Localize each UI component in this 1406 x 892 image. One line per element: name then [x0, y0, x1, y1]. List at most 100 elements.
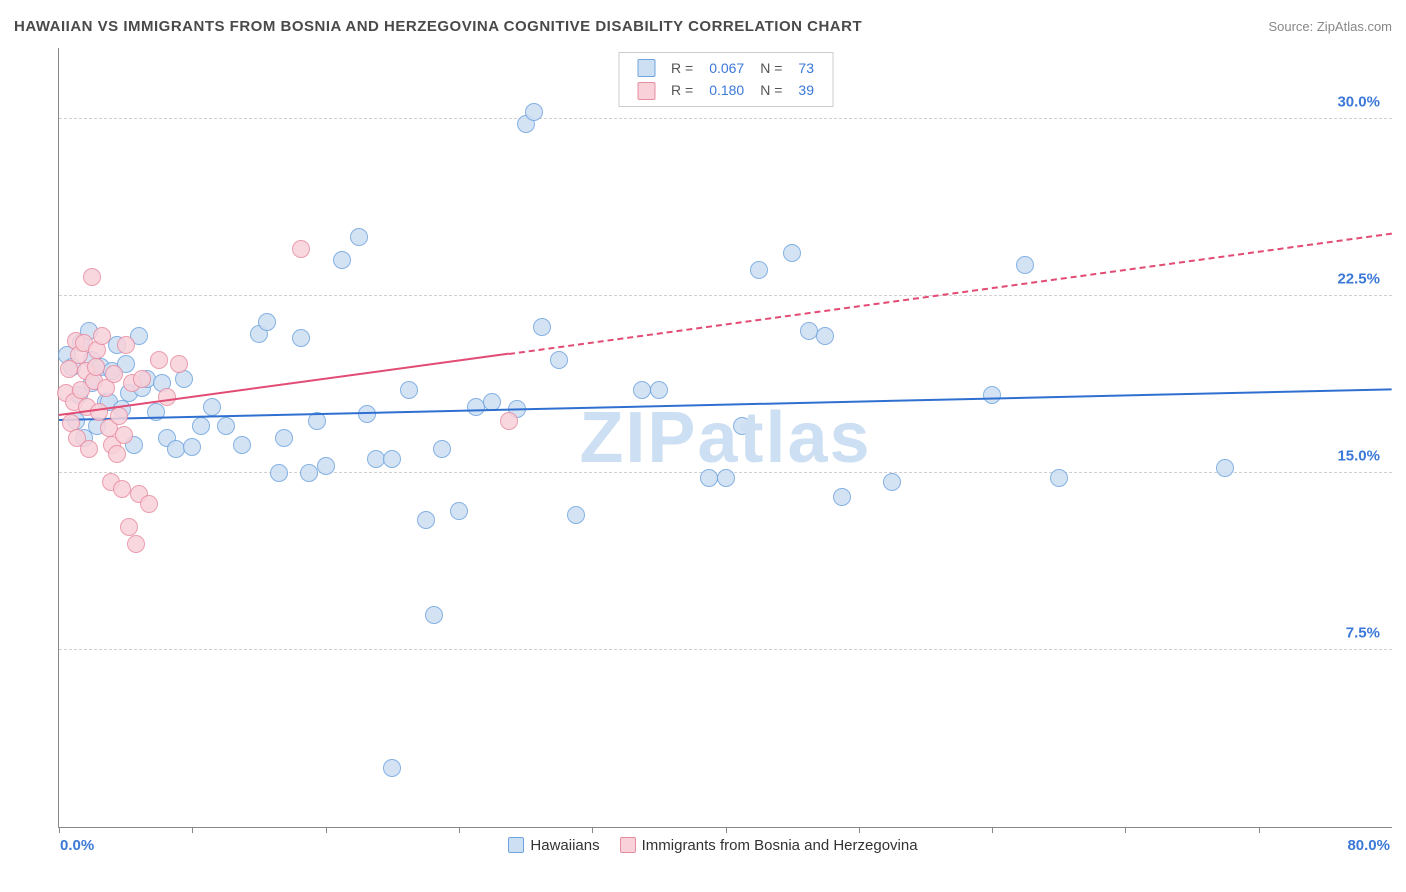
scatter-point-bosnia — [110, 407, 128, 425]
legend-r-label: R = — [663, 79, 701, 101]
scatter-point-hawaiians — [883, 473, 901, 491]
scatter-point-hawaiians — [350, 228, 368, 246]
legend-r-value-hawaiians: 0.067 — [701, 57, 752, 79]
scatter-point-hawaiians — [550, 351, 568, 369]
scatter-point-bosnia — [150, 351, 168, 369]
legend-label-hawaiians: Hawaiians — [530, 837, 599, 854]
x-tick — [592, 827, 593, 833]
scatter-point-bosnia — [117, 336, 135, 354]
scatter-point-hawaiians — [258, 313, 276, 331]
legend-label-bosnia: Immigrants from Bosnia and Herzegovina — [642, 837, 918, 854]
legend-swatch-bosnia — [637, 82, 655, 100]
scatter-point-hawaiians — [270, 464, 288, 482]
x-tick — [459, 827, 460, 833]
x-tick — [59, 827, 60, 833]
trend-line — [59, 388, 1392, 421]
scatter-point-hawaiians — [400, 381, 418, 399]
scatter-point-hawaiians — [633, 381, 651, 399]
scatter-point-hawaiians — [317, 457, 335, 475]
scatter-point-hawaiians — [650, 381, 668, 399]
x-tick — [992, 827, 993, 833]
scatter-point-hawaiians — [292, 329, 310, 347]
source-label: Source: ZipAtlas.com — [1268, 19, 1392, 34]
scatter-point-hawaiians — [1050, 469, 1068, 487]
scatter-point-hawaiians — [983, 386, 1001, 404]
chart-container: Cognitive Disability ZIPatlas R =0.067N … — [14, 48, 1392, 856]
legend-n-label: N = — [752, 79, 790, 101]
x-tick — [1259, 827, 1260, 833]
scatter-point-hawaiians — [1016, 256, 1034, 274]
scatter-point-hawaiians — [567, 506, 585, 524]
scatter-point-hawaiians — [275, 429, 293, 447]
legend-r-label: R = — [663, 57, 701, 79]
scatter-point-hawaiians — [183, 438, 201, 456]
trend-line — [509, 232, 1392, 354]
y-tick-label: 15.0% — [1337, 447, 1380, 464]
gridline — [59, 118, 1392, 119]
x-tick — [1125, 827, 1126, 833]
y-tick-label: 30.0% — [1337, 93, 1380, 110]
x-tick — [859, 827, 860, 833]
scatter-point-hawaiians — [367, 450, 385, 468]
scatter-point-hawaiians — [383, 759, 401, 777]
scatter-point-hawaiians — [417, 511, 435, 529]
scatter-point-hawaiians — [433, 440, 451, 458]
scatter-point-hawaiians — [203, 398, 221, 416]
scatter-point-bosnia — [115, 426, 133, 444]
scatter-point-bosnia — [120, 518, 138, 536]
correlation-legend: R =0.067N =73 R =0.180N =39 — [618, 52, 833, 107]
scatter-point-bosnia — [133, 370, 151, 388]
y-tick-label: 22.5% — [1337, 270, 1380, 287]
scatter-point-bosnia — [140, 495, 158, 513]
legend-swatch-bosnia — [620, 837, 636, 853]
plot-area: ZIPatlas R =0.067N =73 R =0.180N =39 7.5%… — [58, 48, 1392, 828]
scatter-point-hawaiians — [217, 417, 235, 435]
scatter-point-bosnia — [292, 240, 310, 258]
scatter-point-bosnia — [113, 480, 131, 498]
scatter-point-hawaiians — [833, 488, 851, 506]
scatter-point-hawaiians — [1216, 459, 1234, 477]
x-tick — [192, 827, 193, 833]
scatter-point-hawaiians — [167, 440, 185, 458]
legend-swatch-hawaiians — [637, 59, 655, 77]
scatter-point-bosnia — [127, 535, 145, 553]
legend-swatch-hawaiians — [508, 837, 524, 853]
scatter-point-bosnia — [170, 355, 188, 373]
gridline — [59, 649, 1392, 650]
legend-n-value-hawaiians: 73 — [790, 57, 822, 79]
scatter-point-hawaiians — [300, 464, 318, 482]
scatter-point-bosnia — [83, 268, 101, 286]
scatter-point-bosnia — [108, 445, 126, 463]
scatter-point-hawaiians — [383, 450, 401, 468]
x-tick — [326, 827, 327, 833]
scatter-point-hawaiians — [816, 327, 834, 345]
scatter-point-bosnia — [105, 365, 123, 383]
scatter-point-hawaiians — [525, 103, 543, 121]
scatter-point-bosnia — [93, 327, 111, 345]
y-tick-label: 7.5% — [1346, 624, 1380, 641]
scatter-point-bosnia — [500, 412, 518, 430]
scatter-point-hawaiians — [700, 469, 718, 487]
scatter-point-hawaiians — [717, 469, 735, 487]
watermark: ZIPatlas — [579, 397, 871, 479]
scatter-point-hawaiians — [783, 244, 801, 262]
scatter-point-bosnia — [80, 440, 98, 458]
scatter-point-bosnia — [87, 358, 105, 376]
scatter-point-bosnia — [90, 403, 108, 421]
scatter-point-hawaiians — [425, 606, 443, 624]
scatter-point-hawaiians — [450, 502, 468, 520]
scatter-point-hawaiians — [233, 436, 251, 454]
x-tick — [726, 827, 727, 833]
legend-r-value-bosnia: 0.180 — [701, 79, 752, 101]
scatter-point-hawaiians — [192, 417, 210, 435]
series-legend: Hawaiians Immigrants from Bosnia and Herz… — [14, 837, 1392, 854]
legend-n-label: N = — [752, 57, 790, 79]
scatter-point-hawaiians — [733, 417, 751, 435]
scatter-point-hawaiians — [750, 261, 768, 279]
scatter-point-hawaiians — [467, 398, 485, 416]
scatter-point-hawaiians — [533, 318, 551, 336]
scatter-point-hawaiians — [333, 251, 351, 269]
legend-n-value-bosnia: 39 — [790, 79, 822, 101]
gridline — [59, 295, 1392, 296]
chart-title: HAWAIIAN VS IMMIGRANTS FROM BOSNIA AND H… — [14, 18, 862, 35]
